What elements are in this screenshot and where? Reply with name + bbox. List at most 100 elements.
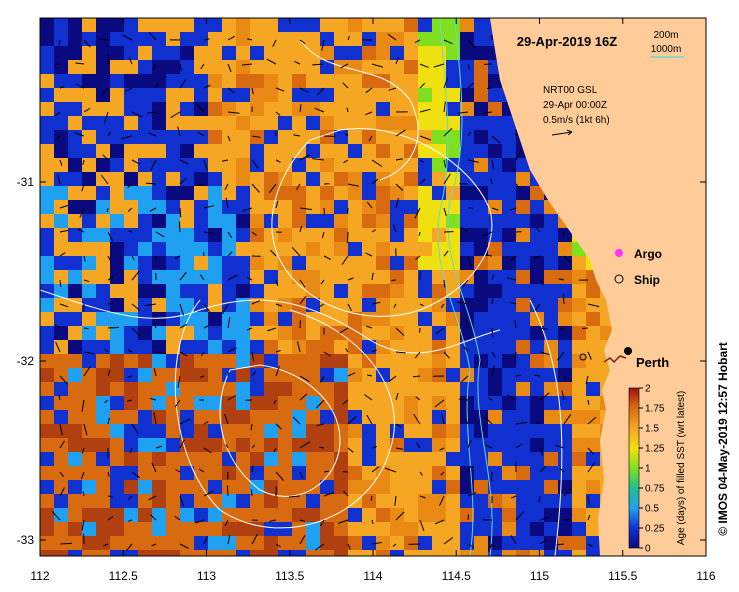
sst-cell [40,158,54,172]
current-vector [275,279,279,287]
sst-cell [278,256,292,270]
colorbar [628,387,640,549]
current-vector [275,471,285,482]
sst-cell [68,158,82,172]
sst-cell [334,466,348,480]
current-vector [371,349,377,353]
sst-cell [278,88,292,102]
sst-cell [558,452,572,466]
sst-cell [572,256,586,270]
current-vector [59,252,66,257]
sst-cell [152,200,166,214]
current-vector [107,131,112,137]
sst-cell [138,116,152,130]
sst-cell [68,74,82,88]
sst-cell [348,326,362,340]
sst-cell [362,116,376,130]
current-vector [251,444,256,449]
current-vector [275,350,281,353]
sst-cell [516,214,530,228]
sst-cell [236,144,250,158]
sst-cell [502,480,516,494]
colorbar-tick-label: 1 [645,464,651,475]
current-vector [197,183,205,186]
current-vector [491,135,501,144]
sst-cell [222,214,236,228]
current-vector [242,207,253,212]
sst-cell [404,452,418,466]
sst-cell [138,130,152,144]
sst-cell [558,368,572,382]
sst-cell [348,466,362,480]
sst-cell [180,550,194,556]
sst-cell [152,46,166,60]
sst-cell [530,382,544,396]
sst-cell [348,340,362,354]
current-vector [292,416,301,425]
sst-cell [236,130,250,144]
sst-cell [376,186,390,200]
sst-cell [124,284,138,298]
current-vector [366,414,373,425]
sst-cell [320,382,334,396]
sst-cell [418,368,432,382]
sst-cell [376,270,390,284]
sst-cell [40,466,54,480]
sst-cell [292,32,306,46]
sst-cell [110,256,124,270]
current-vector [443,537,454,545]
sst-cell [362,228,376,242]
current-vector [82,491,85,497]
sst-cell [348,256,362,270]
sst-cell [54,396,68,410]
sst-cell [376,228,390,242]
current-vector [131,111,143,118]
sst-cell [586,522,600,536]
sst-cell [208,228,222,242]
sst-cell [194,88,208,102]
sst-cell [236,522,250,536]
sst-cell [208,46,222,60]
current-vector [488,543,493,552]
current-vector [371,466,380,473]
sst-cell [376,466,390,480]
sst-cell [572,270,586,284]
sst-cell [194,130,208,144]
sst-cell [418,130,432,144]
sst-cell [502,158,516,172]
current-vector [246,327,253,331]
sst-cell [376,102,390,116]
sst-cell [222,466,236,480]
current-vector [340,63,349,69]
sst-cell [208,508,222,522]
sst-cell [404,480,418,494]
current-vector [419,159,425,163]
sst-cell [348,550,362,556]
sst-cell [432,18,446,32]
sst-cell [264,480,278,494]
sst-cell [362,158,376,172]
sst-cell [264,60,278,74]
sst-cell [376,424,390,438]
sst-cell [236,312,250,326]
sst-cell [376,410,390,424]
sst-cell [418,102,432,116]
sst-cell [96,74,110,88]
current-vector [456,301,469,305]
sst-cell [236,116,250,130]
current-vector [81,399,85,412]
current-vector [587,543,593,547]
sst-cell [110,214,124,228]
sst-cell [96,88,110,102]
sst-cell [208,116,222,130]
sst-cell [306,340,320,354]
sst-cell [404,32,418,46]
sst-cell [362,452,376,466]
sst-cell [348,32,362,46]
sst-cell [558,382,572,396]
current-vector [178,221,181,233]
sst-cell [68,116,82,130]
sst-cell [334,284,348,298]
sst-cell [488,494,502,508]
sst-cell [390,270,404,284]
